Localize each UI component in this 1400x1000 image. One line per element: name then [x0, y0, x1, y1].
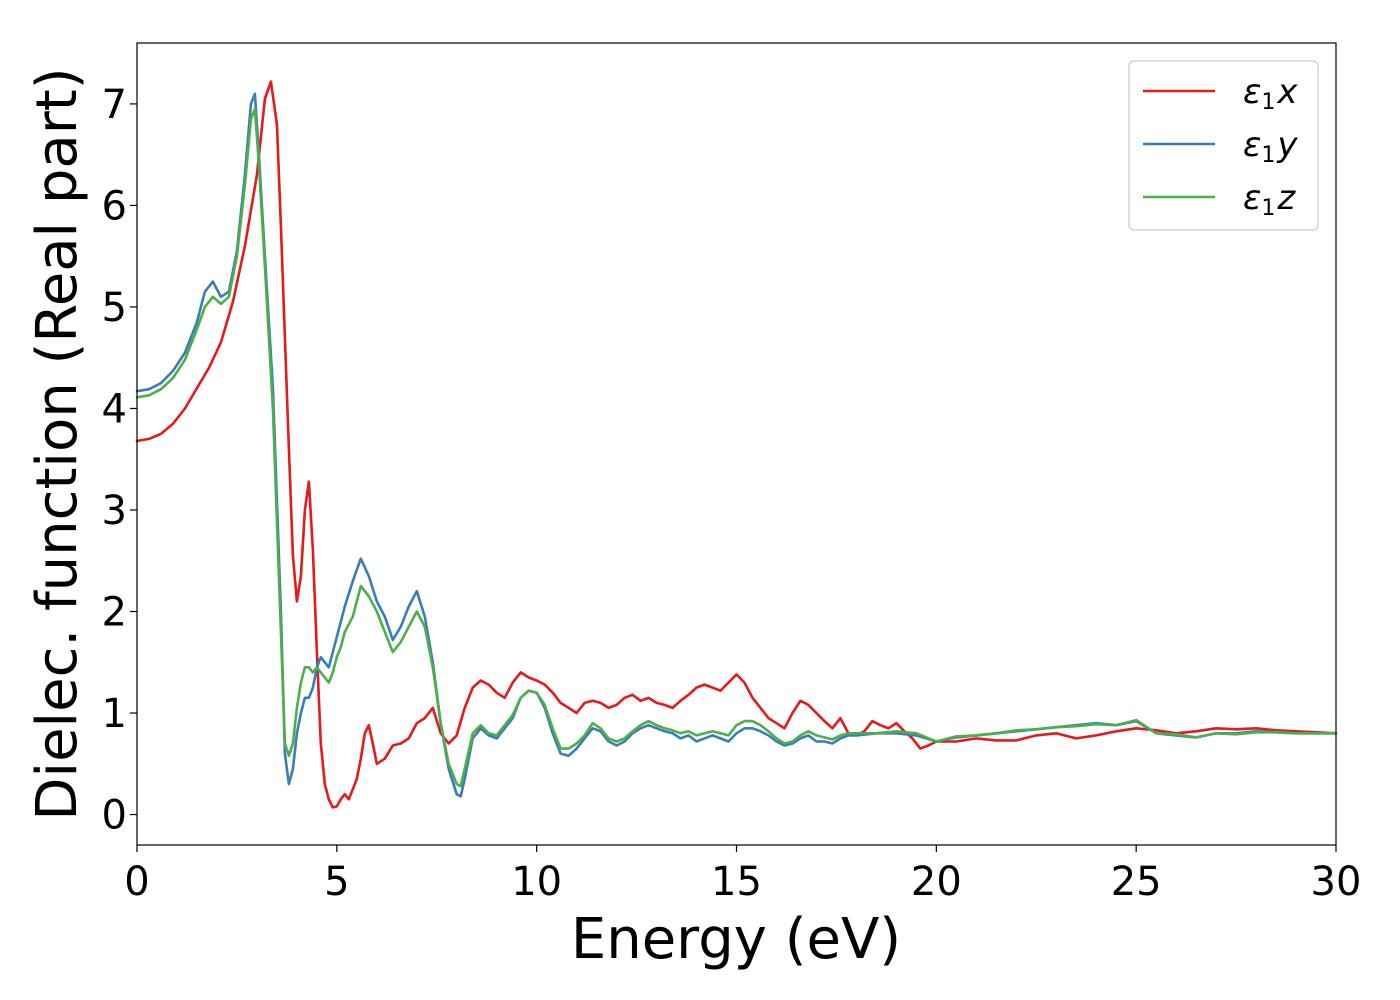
- plot-area: [135, 80, 1338, 809]
- y-tick-label: 0: [102, 793, 127, 839]
- y-tick-label: 4: [102, 386, 127, 432]
- y-axis-title: Dielec. function (Real part): [25, 67, 90, 820]
- legend-label-z: ε1z: [1243, 178, 1296, 221]
- x-tick-label: 10: [511, 859, 562, 905]
- y-tick-label: 7: [102, 82, 127, 128]
- y-tick-label: 5: [102, 285, 127, 331]
- legend-label-x: ε1x: [1243, 72, 1298, 115]
- legend-label-y: ε1y: [1243, 125, 1298, 168]
- x-tick-label: 15: [711, 859, 762, 905]
- x-axis-title: Energy (eV): [571, 907, 901, 972]
- y-tick-label: 1: [102, 691, 127, 737]
- series-line-z: [135, 107, 1338, 788]
- y-tick-label: 6: [102, 183, 127, 229]
- y-tick-label: 3: [102, 488, 127, 534]
- x-tick-label: 30: [1311, 859, 1362, 905]
- x-tick-label: 20: [911, 859, 962, 905]
- x-tick-label: 0: [124, 859, 149, 905]
- x-tick-label: 25: [1111, 859, 1162, 905]
- y-tick-label: 2: [102, 590, 127, 636]
- series-line-x: [135, 80, 1338, 809]
- x-axis: 0 5 10 15 20 25 30: [124, 845, 1361, 905]
- legend: ε1x ε1y ε1z: [1128, 60, 1319, 231]
- legend-box: [1128, 60, 1319, 231]
- x-tick-label: 5: [324, 859, 349, 905]
- y-axis: 0 1 2 3 4 5 6 7: [102, 82, 137, 839]
